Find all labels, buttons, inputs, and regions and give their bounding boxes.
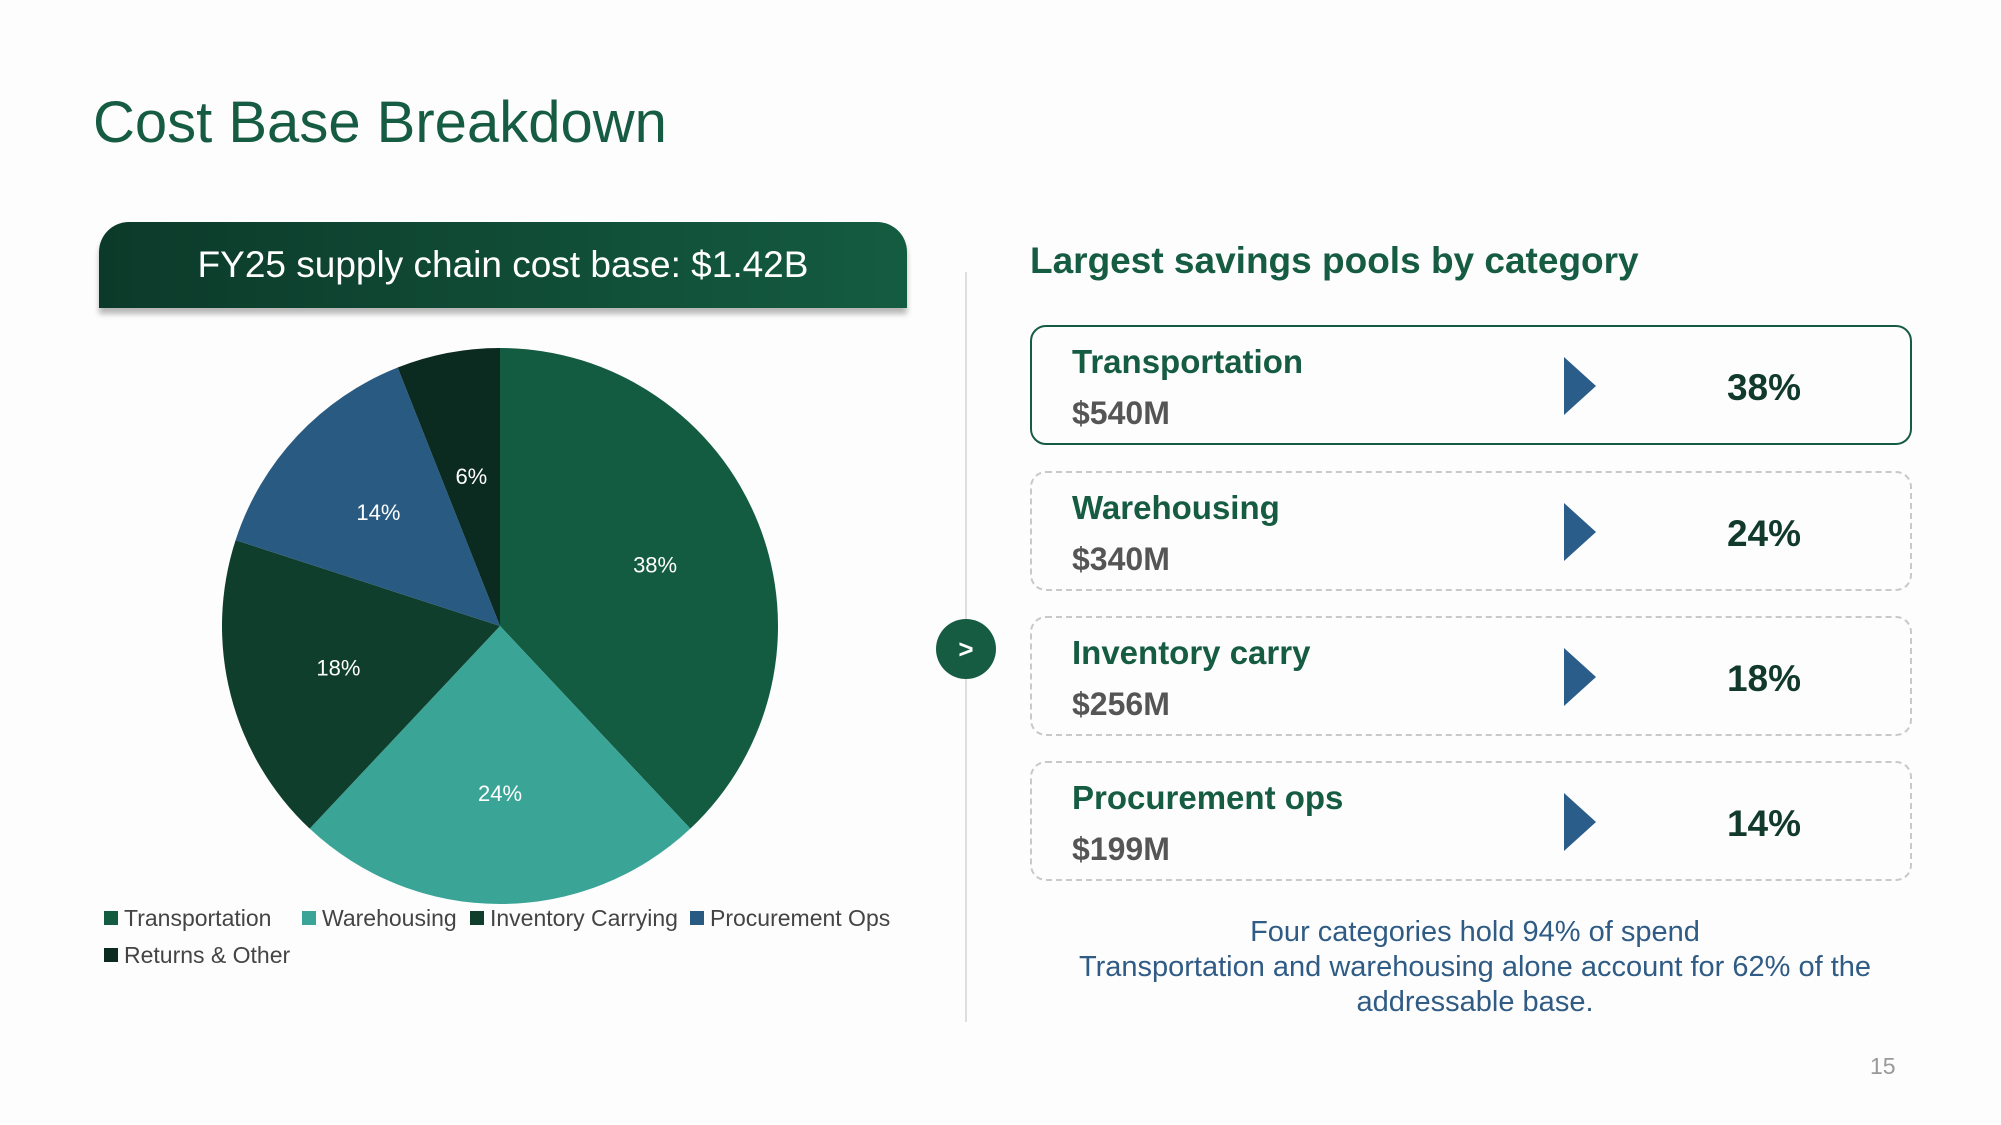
legend-label: Inventory Carrying: [490, 904, 678, 931]
pie-slice-inventory-carrying: [221, 540, 500, 829]
pie-data-label: 6%: [455, 464, 487, 489]
arrow-circle-icon: >: [936, 619, 996, 679]
summary-line-1: Four categories hold 94% of spend: [1250, 916, 1700, 948]
pool-card-inventory-carry: Inventory carry $256M 18%: [1030, 616, 1912, 736]
legend-item: Inventory Carrying: [470, 903, 678, 933]
pie-slice-warehousing: [309, 626, 691, 904]
pool-card-percent: 38%: [1726, 367, 1802, 408]
chevron-right-icon: [1564, 503, 1596, 561]
pie-data-label: 24%: [478, 781, 522, 806]
pool-card-amount: $540M: [1072, 395, 1170, 431]
legend-item: Returns & Other: [104, 940, 290, 970]
pool-card-percent: 24%: [1726, 513, 1802, 554]
pool-card-name: Procurement ops: [1072, 779, 1344, 816]
legend-item: Procurement Ops: [690, 903, 890, 933]
legend-label: Warehousing: [322, 904, 457, 931]
pie-slice-transportation: [500, 348, 779, 829]
pie-slice-returns-other: [397, 348, 500, 626]
pool-card-amount: $340M: [1072, 541, 1170, 577]
legend-label: Transportation: [124, 904, 272, 931]
legend-item: Transportation: [104, 903, 271, 933]
page-number: 15: [1870, 1053, 1896, 1079]
pool-card-name: Inventory carry: [1072, 634, 1311, 671]
pie-data-label: 38%: [633, 553, 677, 578]
legend-swatch: [104, 911, 118, 925]
pool-card-percent: 14%: [1726, 803, 1802, 844]
pool-card-name: Warehousing: [1072, 489, 1280, 526]
legend-label: Returns & Other: [124, 941, 291, 968]
pool-card-name: Transportation: [1072, 343, 1304, 380]
pie-slice-procurement-ops: [235, 367, 500, 626]
summary-text: Four categories hold 94% of spend Transp…: [1055, 915, 1895, 1020]
pool-card-warehousing: Warehousing $340M 24%: [1030, 471, 1912, 591]
legend-swatch: [302, 911, 316, 925]
legend-swatch: [104, 948, 118, 962]
pie-data-label: 14%: [356, 500, 400, 525]
savings-pools-heading: Largest savings pools by category: [1030, 240, 1639, 281]
cost-base-banner: FY25 supply chain cost base: $1.42B: [99, 222, 907, 308]
chevron-right-icon: [1564, 357, 1596, 415]
cost-pie-chart: 38% 24% 18% 14% 6%: [221, 348, 779, 904]
pool-card-transportation: Transportation $540M 38%: [1030, 325, 1912, 445]
legend-item: Warehousing: [302, 903, 457, 933]
chevron-right-icon: [1564, 648, 1596, 706]
pool-card-procurement-ops: Procurement ops $199M 14%: [1030, 761, 1912, 881]
pool-card-percent: 18%: [1726, 658, 1802, 699]
legend-swatch: [470, 911, 484, 925]
slide-title: Cost Base Breakdown: [93, 90, 667, 155]
legend-swatch: [690, 911, 704, 925]
legend-label: Procurement Ops: [710, 904, 891, 931]
pie-data-label: 18%: [316, 655, 360, 680]
summary-line-2: Transportation and warehousing alone acc…: [1078, 951, 1872, 1018]
pool-card-amount: $256M: [1072, 686, 1170, 722]
pool-card-amount: $199M: [1072, 831, 1170, 867]
chevron-right-icon: [1564, 793, 1596, 851]
